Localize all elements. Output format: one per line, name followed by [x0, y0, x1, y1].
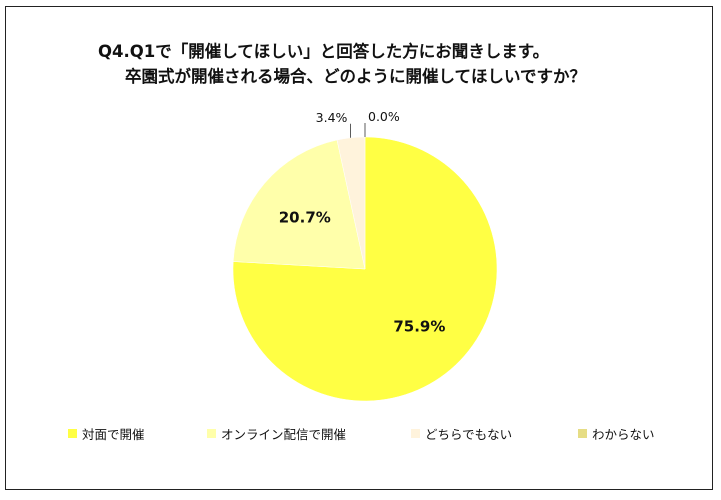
- data-label-face-to-face: 75.9%: [393, 318, 445, 336]
- chart-title-line2: 卒園式が開催される場合、どのように開催してほしいですか？: [125, 67, 587, 86]
- legend-item-unknown: わからない: [578, 424, 655, 443]
- chart-title-line1: Q4.Q1で「開催してほしい」と回答した方にお聞きします。: [98, 42, 550, 61]
- legend-swatch: [207, 429, 216, 438]
- data-label-unknown: 0.0%: [368, 109, 400, 124]
- legend-item-neither: どちらでもない: [411, 424, 512, 443]
- legend-item-online: オンライン配信で開催: [207, 424, 346, 443]
- legend-label: 対面で開催: [82, 427, 145, 442]
- data-label-neither: 3.4%: [316, 110, 348, 125]
- legend-swatch: [411, 429, 420, 438]
- legend: 対面で開催 オンライン配信で開催 どちらでもない わからない: [0, 424, 721, 444]
- legend-label: どちらでもない: [425, 427, 513, 442]
- legend-label: オンライン配信で開催: [221, 427, 347, 442]
- legend-swatch: [68, 429, 77, 438]
- pie-slice-online: [232, 139, 366, 270]
- data-label-online: 20.7%: [279, 209, 331, 227]
- pie-slice-face-to-face: [232, 136, 498, 402]
- legend-label: わからない: [592, 427, 655, 442]
- legend-item-face-to-face: 対面で開催: [68, 424, 145, 443]
- legend-swatch: [578, 429, 587, 438]
